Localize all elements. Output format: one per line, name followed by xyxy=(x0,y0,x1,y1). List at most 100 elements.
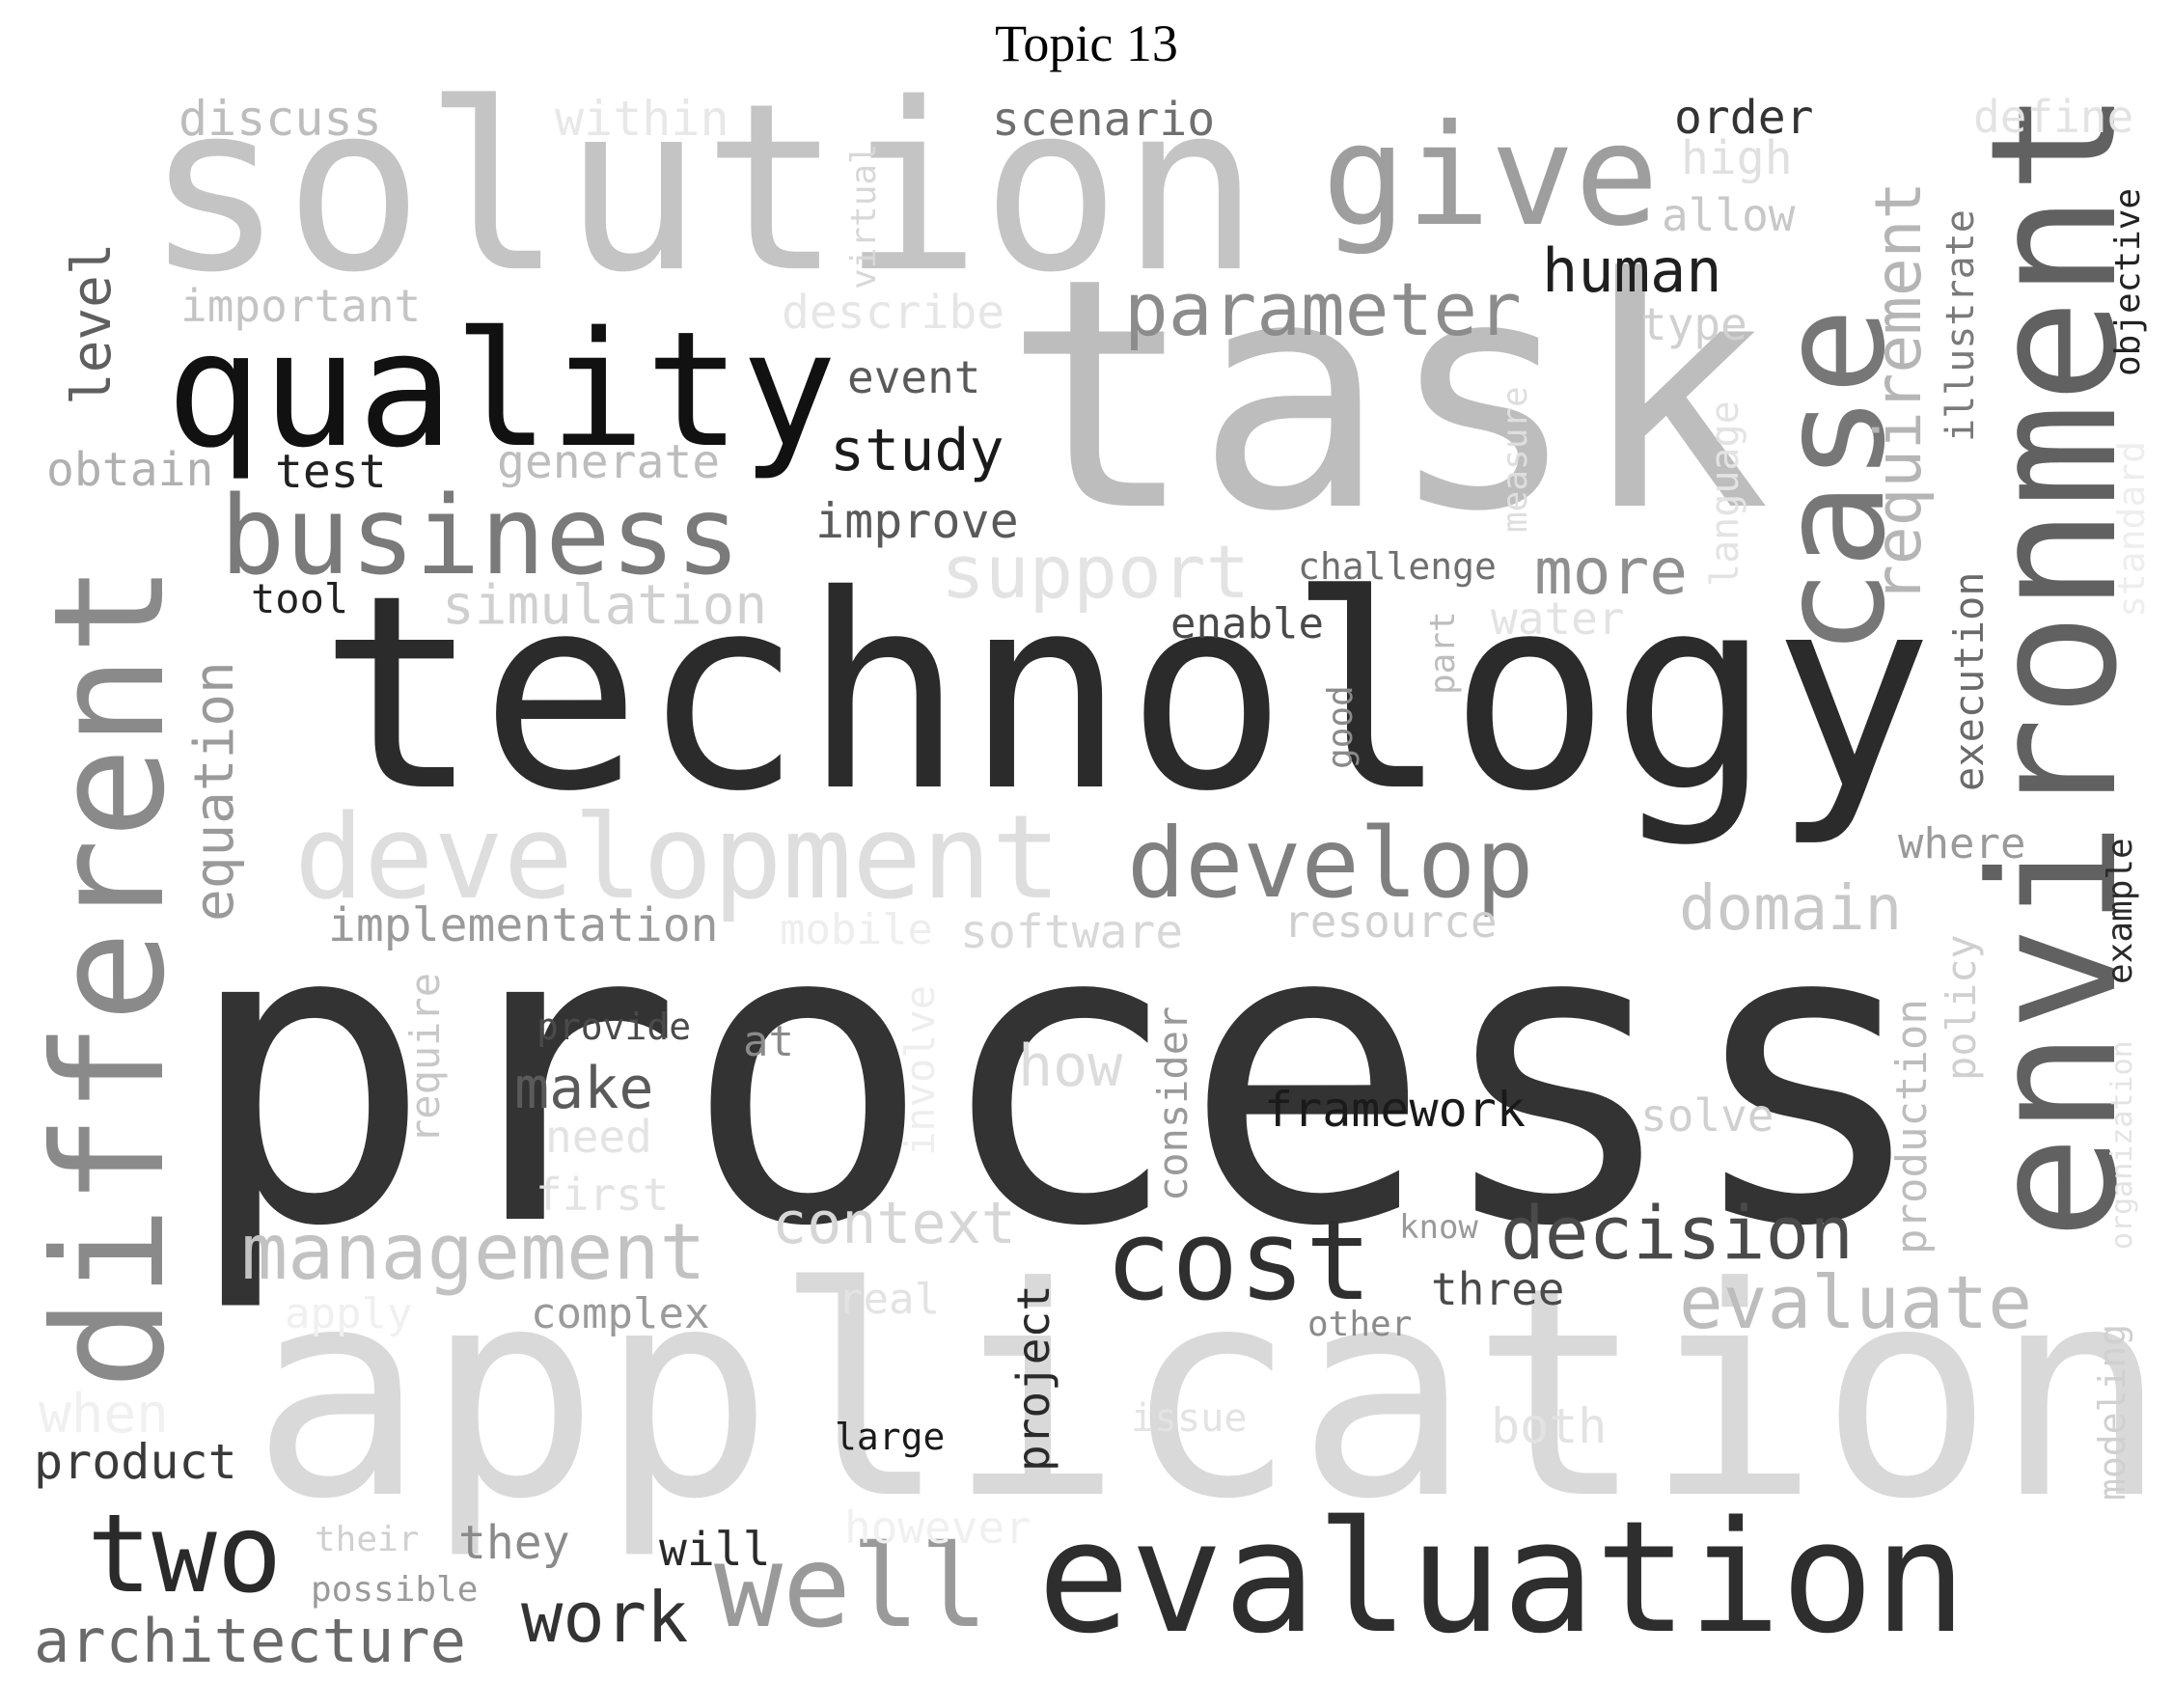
word-two: two xyxy=(87,1492,283,1617)
word-provide: provide xyxy=(536,1006,692,1048)
word-water: water xyxy=(1491,592,1625,645)
word-however: however xyxy=(844,1501,1031,1554)
word-at: at xyxy=(743,1017,794,1066)
word-work: work xyxy=(521,1577,689,1658)
word-execution: execution xyxy=(1945,571,1993,791)
word-know: know xyxy=(1399,1208,1478,1247)
word-real: real xyxy=(838,1275,940,1324)
word-process: process xyxy=(183,835,1933,1317)
word-describe: describe xyxy=(782,286,1005,340)
word-equation: equation xyxy=(183,661,246,922)
word-quality: quality xyxy=(166,297,838,482)
word-illustrate: illustrate xyxy=(1939,209,1983,442)
word-development: development xyxy=(294,791,1061,925)
word-important: important xyxy=(180,280,422,332)
word-well: well xyxy=(714,1520,989,1653)
word-requirement: requirement xyxy=(1861,180,1936,603)
word-apply: apply xyxy=(285,1289,413,1338)
word-business: business xyxy=(220,474,741,599)
word-different: different xyxy=(21,563,199,1390)
word-organization: organization xyxy=(2105,1040,2139,1250)
word-mobile: mobile xyxy=(780,905,933,954)
word-will: will xyxy=(659,1523,771,1577)
word-good: good xyxy=(1321,685,1361,769)
word-need: need xyxy=(545,1111,652,1163)
word-product: product xyxy=(34,1434,237,1490)
word-first: first xyxy=(536,1169,670,1221)
word-parameter: parameter xyxy=(1124,266,1522,352)
word-other: other xyxy=(1307,1305,1413,1344)
word-human: human xyxy=(1542,235,1722,306)
word-improve: improve xyxy=(815,493,1019,549)
word-support: support xyxy=(941,529,1251,615)
word-policy: policy xyxy=(1938,934,1985,1081)
cloud-title: Topic 13 xyxy=(995,14,1178,72)
word-architecture: architecture xyxy=(34,1606,466,1676)
word-challenge: challenge xyxy=(1298,545,1497,588)
word-virtual: virtual xyxy=(844,143,884,289)
word-scenario: scenario xyxy=(992,93,1216,147)
word-allow: allow xyxy=(1662,189,1796,241)
word-large: large xyxy=(835,1416,946,1458)
word-language: language xyxy=(1703,400,1747,587)
word-context: context xyxy=(772,1190,1016,1257)
word-software: software xyxy=(960,905,1184,959)
word-order: order xyxy=(1674,91,1814,145)
word-measure: measure xyxy=(1496,386,1535,533)
word-simulation: simulation xyxy=(442,574,768,637)
word-generate: generate xyxy=(497,435,721,489)
word-test: test xyxy=(275,445,387,499)
word-production: production xyxy=(1887,999,1937,1254)
word-possible: possible xyxy=(311,1570,479,1610)
word-more: more xyxy=(1534,535,1688,609)
word-application: application xyxy=(251,1226,2168,1562)
word-implementation: implementation xyxy=(328,898,719,952)
word-discuss: discuss xyxy=(179,91,382,147)
word-tool: tool xyxy=(251,575,349,622)
word-project: project xyxy=(1007,1284,1059,1472)
word-where: where xyxy=(1898,819,2026,868)
word-consider: consider xyxy=(1149,1006,1197,1201)
word-they: they xyxy=(458,1516,570,1570)
word-framework: framework xyxy=(1264,1082,1526,1138)
word-example: example xyxy=(2101,838,2140,984)
word-decision: decision xyxy=(1500,1190,1855,1276)
word-modeling: modeling xyxy=(2091,1323,2133,1501)
word-when: when xyxy=(39,1383,169,1446)
word-solve: solve xyxy=(1640,1089,1774,1142)
word-both: both xyxy=(1491,1398,1608,1454)
word-how: how xyxy=(1018,1033,1123,1100)
word-enable: enable xyxy=(1170,599,1324,648)
word-solution: solution xyxy=(145,53,1260,323)
word-management: management xyxy=(241,1207,706,1297)
word-their: their xyxy=(315,1520,420,1559)
word-resource: resource xyxy=(1283,895,1498,948)
word-give: give xyxy=(1322,95,1660,258)
word-level: level xyxy=(61,242,124,405)
word-obtain: obtain xyxy=(46,443,214,497)
word-complex: complex xyxy=(531,1289,710,1338)
word-event: event xyxy=(847,351,981,403)
word-domain: domain xyxy=(1679,873,1903,945)
word-type: type xyxy=(1640,298,1747,350)
word-technology: technology xyxy=(318,537,1934,850)
word-high: high xyxy=(1681,131,1793,185)
word-evaluation: evaluation xyxy=(1037,1487,1967,1667)
word-issue: issue xyxy=(1131,1396,1248,1441)
word-standard: standard xyxy=(2110,440,2153,618)
word-define: define xyxy=(1973,91,2134,143)
word-study: study xyxy=(830,417,1004,484)
word-evaluate: evaluate xyxy=(1679,1259,2033,1345)
word-part: part xyxy=(1423,611,1463,695)
word-cost: cost xyxy=(1105,1197,1372,1326)
word-require: require xyxy=(401,972,449,1143)
word-objective: objective xyxy=(2108,187,2148,376)
word-involve: involve xyxy=(896,984,944,1156)
word-task: task xyxy=(1004,210,1771,581)
word-three: three xyxy=(1431,1263,1565,1315)
word-within: within xyxy=(555,91,729,147)
word-make: make xyxy=(514,1055,654,1122)
word-develop: develop xyxy=(1127,807,1534,920)
